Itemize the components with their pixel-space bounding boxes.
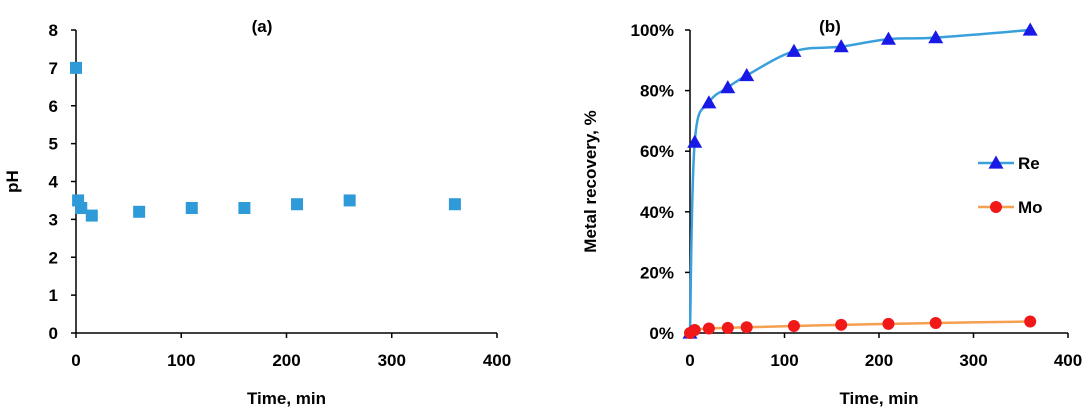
data-point bbox=[786, 43, 802, 57]
y-axis-title: Metal recovery, % bbox=[581, 110, 600, 252]
legend: Re Mo bbox=[978, 154, 1043, 217]
data-point bbox=[929, 317, 942, 330]
data-point bbox=[238, 202, 251, 215]
y-tick-label: 7 bbox=[49, 59, 58, 78]
data-point bbox=[720, 80, 736, 94]
x-tick-label: 200 bbox=[865, 351, 893, 370]
x-axis-title: Time, min bbox=[839, 389, 918, 408]
series-line bbox=[689, 320, 1031, 335]
x-tick-label: 400 bbox=[483, 351, 511, 370]
y-tick-label: 4 bbox=[49, 173, 59, 192]
x-tick-label: 0 bbox=[71, 351, 80, 370]
data-point bbox=[721, 321, 734, 334]
y-tick-label: 60% bbox=[640, 142, 674, 161]
data-point bbox=[185, 202, 198, 215]
y-tick-label: 20% bbox=[640, 263, 674, 282]
chart-b: 0% 20% 40% 60% 80% 100% 0 100 200 300 400 (b) Time, … bbox=[581, 17, 1082, 408]
x-tick-label: 0 bbox=[685, 351, 694, 370]
data-point bbox=[448, 198, 461, 211]
y-tick-label: 0% bbox=[649, 324, 674, 343]
series-mo bbox=[684, 315, 1037, 339]
data-point bbox=[702, 322, 715, 335]
data-point bbox=[1024, 315, 1037, 328]
data-point bbox=[787, 320, 800, 333]
y-axis-title: pH bbox=[3, 170, 22, 193]
legend-label: Mo bbox=[1018, 198, 1043, 217]
y-tick-label: 100% bbox=[631, 21, 674, 40]
x-axis-title: Time, min bbox=[247, 389, 326, 408]
legend-entry-mo: Mo bbox=[978, 198, 1043, 217]
chart-title: (b) bbox=[819, 17, 841, 36]
data-point bbox=[688, 323, 701, 336]
data-point bbox=[75, 202, 88, 215]
data-point bbox=[880, 31, 896, 45]
data-point bbox=[1022, 22, 1038, 36]
y-tick-label: 2 bbox=[49, 248, 58, 267]
data-point bbox=[833, 39, 849, 53]
data-point bbox=[70, 61, 82, 74]
y-tick-label: 80% bbox=[640, 82, 674, 101]
chart-title: (a) bbox=[252, 17, 273, 36]
x-tick-label: 200 bbox=[272, 351, 300, 370]
data-point bbox=[687, 134, 703, 148]
x-tick-label: 400 bbox=[1054, 351, 1082, 370]
legend-label: Re bbox=[1018, 154, 1040, 173]
series-line bbox=[688, 28, 1031, 334]
x-tick-label: 100 bbox=[167, 351, 195, 370]
data-point bbox=[882, 317, 895, 330]
data-point bbox=[701, 95, 717, 109]
data-point bbox=[739, 67, 755, 82]
data-point bbox=[343, 194, 356, 207]
y-tick-label: 5 bbox=[49, 135, 58, 154]
legend-marker bbox=[988, 155, 1004, 169]
y-tick-label: 6 bbox=[49, 97, 58, 116]
legend-entry-re: Re bbox=[978, 154, 1040, 173]
legend-marker bbox=[990, 201, 1002, 213]
data-point bbox=[928, 30, 944, 44]
x-tick-label: 100 bbox=[770, 351, 798, 370]
chart-a: 0 1 2 3 4 5 6 7 8 0 100 200 300 400 (a) Time, min pH bbox=[3, 17, 511, 408]
data-point bbox=[835, 318, 848, 331]
data-point bbox=[133, 205, 146, 218]
y-tick-label: 8 bbox=[49, 21, 58, 40]
x-tick-label: 300 bbox=[378, 351, 406, 370]
y-tick-label: 40% bbox=[640, 203, 674, 222]
series-0 bbox=[70, 61, 461, 222]
y-tick-label: 3 bbox=[49, 210, 58, 229]
data-point bbox=[291, 198, 304, 211]
data-point bbox=[740, 321, 753, 334]
y-tick-label: 0 bbox=[49, 324, 58, 343]
data-point bbox=[85, 209, 98, 222]
x-tick-label: 300 bbox=[959, 351, 987, 370]
y-tick-label: 1 bbox=[49, 286, 58, 305]
series-re bbox=[682, 22, 1038, 339]
